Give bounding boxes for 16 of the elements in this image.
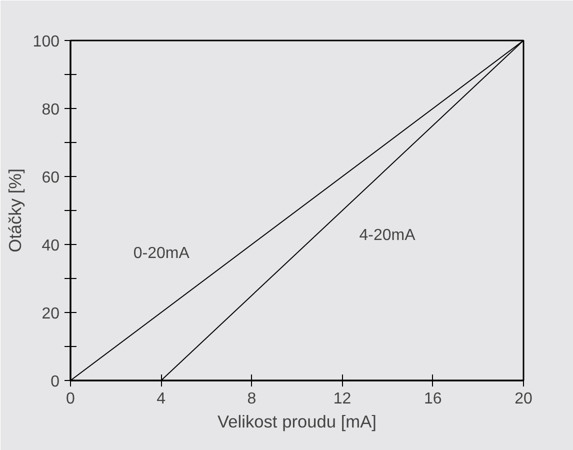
y-axis-title: Otáčky [%] (4, 168, 25, 252)
x-tick-label: 16 (424, 390, 442, 408)
x-tick-label: 8 (247, 390, 256, 408)
y-tick-label: 80 (42, 102, 60, 118)
y-tick-label: 100 (32, 34, 60, 50)
series-label: 4-20mA (359, 227, 416, 244)
x-tick-label: 12 (333, 390, 352, 408)
x-tick-label: 0 (66, 390, 76, 408)
y-tick-label: 40 (42, 238, 60, 254)
x-axis-title: Velikost proudu [mA] (218, 412, 376, 432)
x-tick-label: 4 (156, 390, 166, 408)
x-tick-label: 20 (514, 390, 532, 408)
y-tick-label: 20 (42, 306, 60, 322)
y-tick-label: 0 (50, 374, 60, 390)
series-label: 0-20mA (133, 245, 190, 262)
y-tick-label: 60 (42, 170, 60, 186)
